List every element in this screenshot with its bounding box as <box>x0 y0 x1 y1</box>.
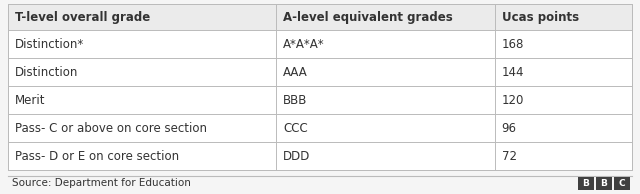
Bar <box>8 4 632 170</box>
Text: B: B <box>600 178 607 187</box>
Text: Pass- D or E on core section: Pass- D or E on core section <box>15 150 179 163</box>
Text: 72: 72 <box>502 150 516 163</box>
Text: A-level equivalent grades: A-level equivalent grades <box>284 10 453 23</box>
Bar <box>8 58 632 86</box>
Bar <box>8 114 632 142</box>
Bar <box>8 142 632 170</box>
Bar <box>578 177 594 190</box>
Bar <box>8 86 632 114</box>
Bar <box>8 4 632 30</box>
Text: Merit: Merit <box>15 94 45 107</box>
Text: Pass- C or above on core section: Pass- C or above on core section <box>15 121 207 134</box>
Text: C: C <box>619 178 625 187</box>
Text: BBB: BBB <box>284 94 308 107</box>
Text: 96: 96 <box>502 121 516 134</box>
Text: CCC: CCC <box>284 121 308 134</box>
Text: 144: 144 <box>502 66 524 79</box>
Text: DDD: DDD <box>284 150 310 163</box>
Text: T-level overall grade: T-level overall grade <box>15 10 150 23</box>
Text: Distinction: Distinction <box>15 66 78 79</box>
Bar <box>8 30 632 58</box>
Text: Source: Department for Education: Source: Department for Education <box>12 178 191 188</box>
Bar <box>596 177 612 190</box>
Text: Ucas points: Ucas points <box>502 10 579 23</box>
Text: AAA: AAA <box>284 66 308 79</box>
Text: B: B <box>582 178 589 187</box>
Text: 168: 168 <box>502 37 524 50</box>
Text: Distinction*: Distinction* <box>15 37 84 50</box>
Bar <box>614 177 630 190</box>
Text: A*A*A*: A*A*A* <box>284 37 325 50</box>
Text: 120: 120 <box>502 94 524 107</box>
